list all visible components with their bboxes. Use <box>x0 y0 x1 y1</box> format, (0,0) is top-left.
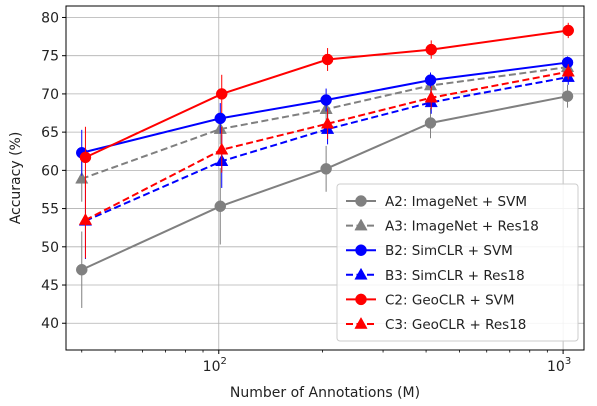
legend-label: C2: GeoCLR + SVM <box>385 292 515 308</box>
series-6 <box>78 64 575 259</box>
legend-label: A3: ImageNet + Res18 <box>385 219 539 235</box>
data-point <box>75 171 89 184</box>
legend-entry: B2: SimCLR + SVM <box>346 243 513 259</box>
y-tick-label: 65 <box>41 125 59 141</box>
data-point <box>320 116 335 129</box>
data-point <box>215 88 228 100</box>
legend-marker <box>355 195 367 207</box>
plot-frame <box>65 5 585 351</box>
data-point <box>214 112 227 125</box>
legend-marker <box>355 244 367 256</box>
data-point <box>424 117 437 129</box>
y-axis-label: Accuracy (%) <box>8 132 24 225</box>
legend: A2: ImageNet + SVM A3: ImageNet + Res18 B2… <box>336 183 579 342</box>
legend-entry: C3: GeoCLR + Res18 <box>346 316 526 333</box>
series-line <box>85 76 569 222</box>
y-tick-label: 45 <box>41 278 59 294</box>
legend-marker <box>354 316 368 329</box>
legend-entry: C2: GeoCLR + SVM <box>346 292 515 308</box>
y-tick-label: 50 <box>41 240 59 256</box>
legend-box <box>336 183 579 342</box>
data-point <box>561 90 574 102</box>
x-tick-label: 102 <box>203 356 227 375</box>
data-point <box>424 90 438 103</box>
data-point <box>425 43 437 56</box>
data-point <box>424 74 437 86</box>
legend-marker <box>354 218 368 231</box>
data-point <box>79 151 92 164</box>
data-point <box>215 142 229 155</box>
series-layer <box>75 22 575 308</box>
x-tick-base: 10 <box>203 359 221 375</box>
series-5 <box>79 22 574 188</box>
data-point <box>76 263 88 276</box>
x-tick-exponent: 2 <box>221 356 227 367</box>
legend-label: C3: GeoCLR + Res18 <box>385 317 526 333</box>
data-point <box>320 94 332 106</box>
series-line <box>84 70 569 221</box>
x-tick-exponent: 3 <box>565 356 571 367</box>
y-tick-label: 75 <box>41 49 59 65</box>
y-tick-label: 40 <box>41 316 59 332</box>
legend-marker <box>355 293 367 306</box>
legend-marker <box>354 267 368 280</box>
data-point <box>561 64 575 77</box>
y-tick-label: 60 <box>41 163 59 179</box>
data-point <box>214 200 227 213</box>
data-point <box>320 163 332 175</box>
legend-label: B3: SimCLR + Res18 <box>385 268 525 284</box>
x-axis-label: Number of Annotations (M) <box>230 385 420 401</box>
legend-label: A2: ImageNet + SVM <box>385 194 527 210</box>
x-tick-base: 10 <box>547 359 565 375</box>
series-1 <box>76 84 574 308</box>
y-tick-label: 70 <box>41 87 59 103</box>
data-point <box>321 53 334 66</box>
y-tick-label: 80 <box>41 10 59 26</box>
x-tick-label: 103 <box>547 356 571 375</box>
series-3 <box>76 56 574 176</box>
legend-entry: A2: ImageNet + SVM <box>346 194 527 210</box>
y-tick-label: 55 <box>41 202 59 218</box>
legend-label: B2: SimCLR + SVM <box>385 243 513 259</box>
legend-entry: A3: ImageNet + Res18 <box>346 218 539 235</box>
data-point <box>78 213 93 225</box>
data-point <box>562 24 574 37</box>
legend-entry: B3: SimCLR + Res18 <box>346 267 525 284</box>
